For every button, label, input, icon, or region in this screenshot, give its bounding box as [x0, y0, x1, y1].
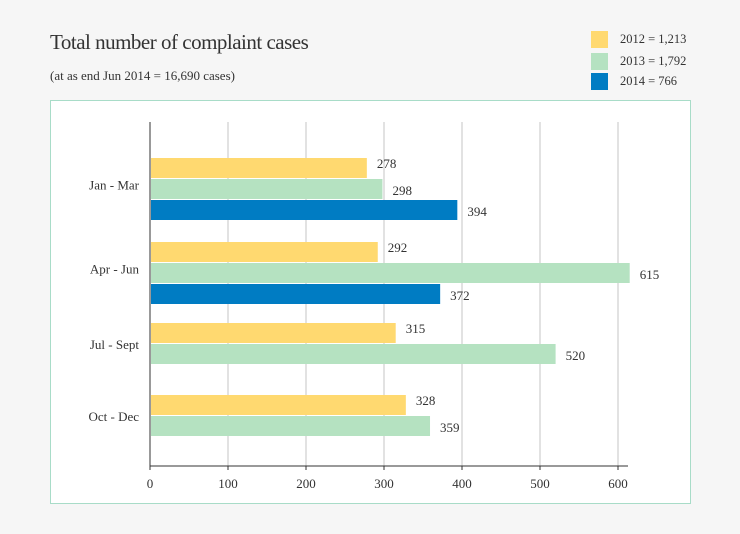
legend-item-2013: 2013 = 1,792	[591, 51, 686, 71]
category-label: Jul - Sept	[90, 337, 140, 352]
category-label: Apr - Jun	[90, 262, 140, 277]
x-tick-label: 600	[608, 476, 628, 491]
data-label: 520	[566, 348, 586, 363]
chart-subtitle: (at as end Jun 2014 = 16,690 cases)	[50, 68, 235, 83]
bar	[151, 200, 458, 220]
bar	[151, 323, 396, 343]
bar	[151, 344, 556, 364]
legend-item-2014: 2014 = 766	[591, 71, 677, 91]
bar	[151, 158, 367, 178]
legend-swatch	[591, 72, 608, 90]
x-tick-label: 200	[296, 476, 316, 491]
bar	[151, 179, 383, 199]
x-tick-label: 0	[147, 476, 154, 491]
legend-label: 2014 = 766	[620, 73, 678, 88]
legend-item-2012: 2012 = 1,213	[591, 29, 686, 49]
category-label: Oct - Dec	[88, 409, 139, 424]
category-label: Jan - Mar	[89, 178, 139, 193]
bar	[151, 416, 431, 436]
x-tick-label: 300	[374, 476, 394, 491]
legend-label: 2013 = 1,792	[620, 53, 687, 68]
chart-title: Total number of complaint cases	[50, 30, 309, 54]
legend-swatch	[591, 30, 608, 48]
x-tick-label: 500	[530, 476, 550, 491]
data-label: 328	[416, 393, 436, 408]
legend-label: 2012 = 1,213	[620, 31, 687, 46]
bar	[151, 263, 630, 283]
legend-swatch	[591, 52, 608, 70]
x-tick-label: 400	[452, 476, 472, 491]
data-label: 615	[640, 267, 660, 282]
data-label: 372	[450, 288, 470, 303]
x-tick-label: 100	[218, 476, 238, 491]
bar	[151, 395, 406, 415]
data-label: 298	[392, 183, 412, 198]
data-label: 394	[467, 204, 487, 219]
data-label: 278	[377, 156, 397, 171]
bar	[151, 284, 441, 304]
data-label: 359	[440, 420, 460, 435]
data-label: 292	[388, 240, 408, 255]
bar	[151, 242, 378, 262]
data-label: 315	[406, 321, 426, 336]
